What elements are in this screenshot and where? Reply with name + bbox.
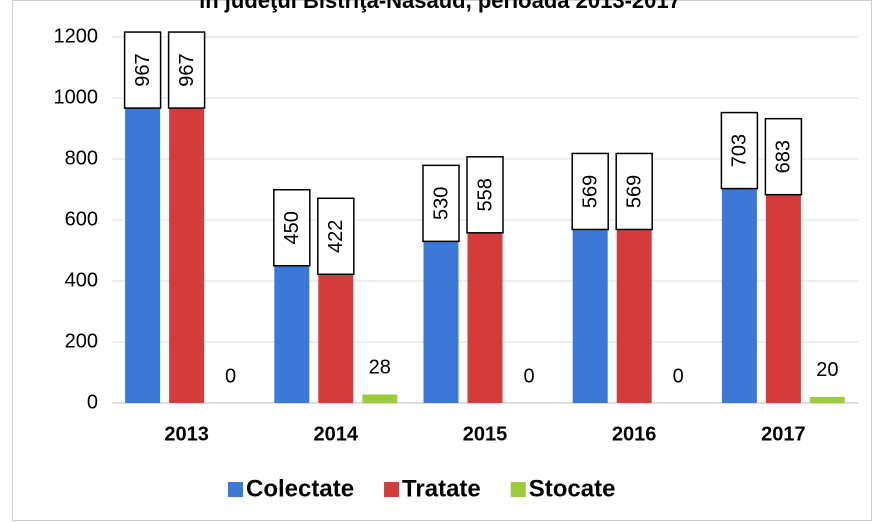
legend-swatch — [228, 482, 243, 497]
data-label-text: 569 — [623, 175, 645, 208]
x-tick-label: 2017 — [761, 423, 806, 445]
y-tick-label: 400 — [65, 269, 98, 291]
legend-label: Colectate — [246, 475, 354, 502]
data-label: 0 — [673, 365, 684, 387]
data-label-box — [317, 197, 355, 276]
data-label-text: 422 — [325, 220, 347, 253]
data-label: 569 — [615, 152, 653, 231]
data-label: 530 — [422, 164, 460, 243]
y-tick-label: 1200 — [54, 25, 99, 47]
data-label-box — [123, 31, 162, 109]
y-tick-label: 0 — [87, 391, 98, 413]
data-label-text: 450 — [281, 211, 303, 244]
data-label: 569 — [571, 152, 609, 231]
data-label-box — [273, 189, 311, 267]
data-label-box — [422, 164, 460, 243]
data-label: 422 — [317, 197, 355, 276]
data-label: 28 — [369, 357, 391, 379]
data-label: 683 — [764, 117, 803, 196]
data-label: 0 — [225, 365, 236, 387]
x-tick-label: 2015 — [463, 423, 508, 445]
legend-label: Tratate — [402, 475, 481, 502]
data-label-text: 683 — [773, 140, 795, 173]
data-label-box — [764, 117, 803, 196]
data-label-text: 530 — [430, 187, 452, 220]
bar — [616, 229, 652, 403]
data-label-box — [466, 156, 504, 234]
data-label-text: 967 — [132, 53, 154, 86]
legend-swatch — [384, 482, 400, 497]
data-label: 20 — [816, 359, 838, 381]
legend-label: Stocate — [529, 475, 616, 502]
data-label-text: 558 — [474, 178, 496, 211]
bar — [721, 188, 757, 403]
bar — [467, 232, 503, 403]
x-tick-label: 2013 — [164, 423, 209, 445]
bar — [169, 108, 205, 403]
bar — [125, 108, 161, 403]
y-tick-label: 600 — [65, 208, 98, 230]
bar — [318, 274, 354, 403]
data-label: 558 — [466, 156, 504, 234]
data-label-text: 967 — [176, 53, 198, 86]
y-tick-label: 800 — [65, 147, 98, 169]
data-label-box — [720, 111, 759, 190]
data-label-box — [615, 152, 653, 231]
bar — [362, 394, 398, 403]
bar — [572, 229, 608, 403]
x-tick-label: 2014 — [314, 423, 359, 445]
data-label-box — [571, 152, 609, 231]
bar — [423, 241, 459, 403]
data-label-text: 569 — [579, 175, 601, 208]
data-label-text: 703 — [729, 134, 751, 167]
x-tick-label: 2016 — [612, 423, 657, 445]
bar — [274, 265, 310, 403]
data-label: 0 — [523, 365, 534, 387]
data-label-box — [167, 31, 206, 109]
data-label: 967 — [167, 31, 206, 109]
bar — [765, 194, 801, 403]
data-label: 703 — [720, 111, 759, 190]
bar — [809, 396, 845, 403]
data-label: 967 — [123, 31, 162, 109]
y-tick-label: 1000 — [54, 86, 99, 108]
chart-title: în judeţul Bistriţa-Năsăud, perioada 201… — [198, 0, 681, 13]
y-tick-label: 200 — [65, 330, 98, 352]
legend-swatch — [510, 482, 526, 497]
data-label: 450 — [273, 189, 311, 267]
